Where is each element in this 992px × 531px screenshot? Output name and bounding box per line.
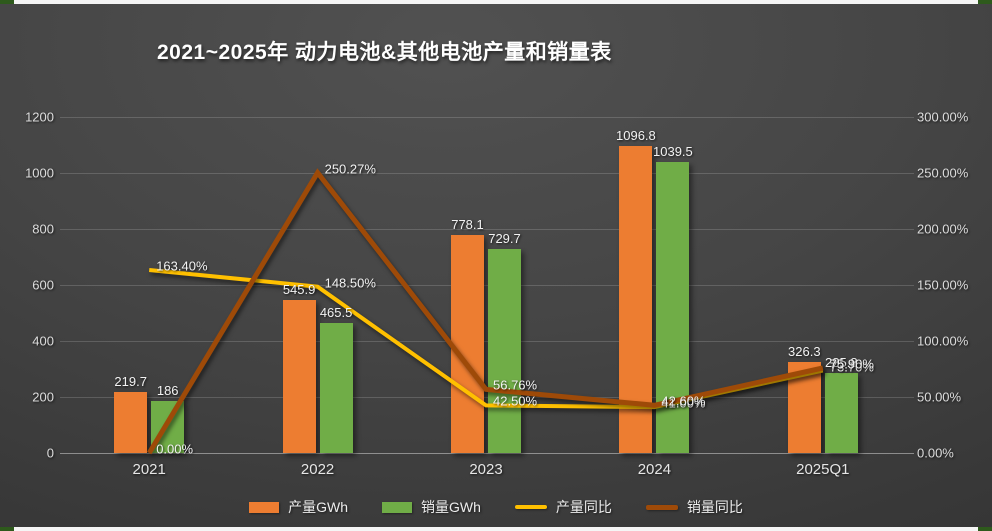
corner-accent-top-right [978,0,992,4]
x-axis-label: 2023 [469,461,503,478]
x-axis-label: 2025Q1 [796,461,850,478]
line-label-production-yoy: 148.50% [324,275,376,291]
x-axis-label: 2021 [132,461,166,478]
corner-accent-top-left [0,0,14,4]
bar-label-production: 326.3 [788,343,821,359]
bar-label-production: 545.9 [282,282,316,298]
bar-sales [488,248,521,453]
line-label-sales-yoy: 56.76% [493,377,538,393]
bar-label-sales: 186 [156,382,179,398]
line-label-sales-yoy: 250.27% [324,161,376,177]
corner-accent-bottom-left [0,527,14,531]
gridline [60,285,914,286]
bar-label-sales: 285.8 [825,355,858,370]
line-sales-yoy [147,168,824,455]
legend-item-sales-yoy: 销量同比 [645,497,743,517]
legend-label: 销量GWh [421,499,481,515]
legend-item-sales: 销量GWh [382,497,481,517]
gridline [60,397,914,398]
y-axis-left-tick: 0 [46,445,54,461]
legend-item-production-yoy: 产量同比 [514,497,612,517]
bar-label-production: 778.1 [451,217,484,233]
corner-accent-bottom-right [978,527,992,531]
legend: 产量GWh 销量GWh 产量同比 销量同比 [0,497,992,517]
y-axis-right-tick: 250.00% [917,165,969,181]
y-axis-left-tick: 800 [32,221,54,237]
white-strip-bottom [14,527,978,531]
bar-sales [824,373,858,453]
bar-label-sales: 1039.5 [653,143,693,159]
legend-label: 产量GWh [288,499,348,515]
gridline [60,341,914,342]
line-label-production-yoy: 42.50% [493,393,538,409]
bar-label-sales: 729.7 [488,230,521,246]
bar-sales [319,322,353,453]
x-axis-label: 2022 [300,461,335,478]
legend-swatch-sales-yoy [645,504,678,510]
y-axis-left-tick: 600 [32,277,54,293]
bar-label-production: 219.7 [114,373,147,389]
bar-label-production: 1096.8 [616,127,656,143]
bar-production [451,235,484,453]
bar-production [282,300,316,453]
legend-label: 产量同比 [555,499,612,515]
y-axis-right-tick: 150.00% [917,277,969,293]
line-label-production-yoy: 41.00% [661,395,706,411]
y-axis-left-tick: 1000 [25,165,54,181]
y-axis-right-tick: 300.00% [917,109,969,125]
y-axis-right-tick: 50.00% [917,389,962,405]
gridline [60,173,914,174]
x-axis-label: 2024 [637,461,672,478]
line-label-production-yoy: 73.70% [829,359,874,374]
page-edge-top [0,0,992,4]
chart-title: 2021~2025年 动力电池&其他电池产量和销量表 [157,41,612,64]
line-label-sales-yoy: 0.00% [156,441,194,457]
gridline [60,117,914,118]
line-label-sales-yoy: 75.90% [829,356,874,372]
y-axis-right-tick: 200.00% [917,221,969,237]
y-axis-left-tick: 1200 [25,109,54,125]
legend-swatch-production [249,501,280,513]
y-axis-left-tick: 200 [32,389,54,405]
legend-item-production: 产量GWh [249,497,348,517]
y-axis-left-tick: 400 [32,333,54,349]
y-axis-right-tick: 0.00% [917,445,954,461]
legend-swatch-sales [382,501,412,513]
y-axis-right-tick: 100.00% [917,333,969,349]
gridline [60,229,914,230]
legend-label: 销量同比 [686,499,743,515]
legend-swatch-production-yoy [514,505,547,509]
line-label-sales-yoy: 42.60% [661,393,706,409]
bar-label-sales: 465.5 [319,304,353,320]
white-strip-top [14,0,978,4]
page-edge-bottom [0,527,992,531]
bar-production [114,391,148,453]
line-label-production-yoy: 163.40% [156,258,208,274]
gridline [60,453,914,454]
